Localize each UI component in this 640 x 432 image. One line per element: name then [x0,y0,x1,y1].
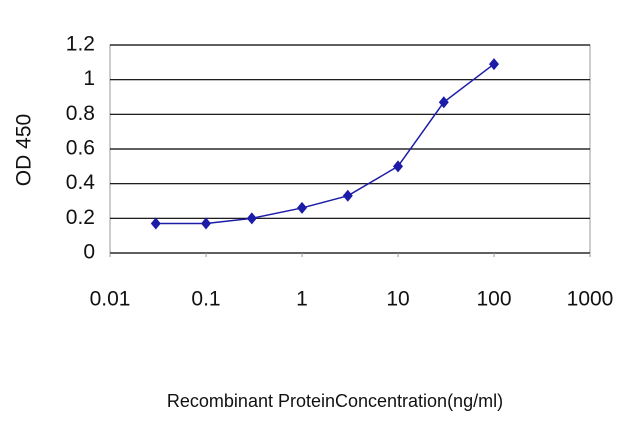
point [246,212,257,225]
point [342,189,353,202]
x-tick-label: 100 [476,288,511,311]
x-axis-label: Recombinant ProteinConcentration(ng/ml) [167,391,503,411]
series-line [155,63,495,225]
y-tick-label: 0 [83,241,95,264]
y-tick-label: 0.6 [66,137,95,160]
y-tick-label: 0.8 [66,102,95,125]
x-tick-label: 0.01 [90,288,131,311]
x-tick-label: 10 [386,288,409,311]
point [150,217,161,230]
y-tick-label: 1.2 [66,33,95,56]
y-tick-label: 0.4 [66,171,96,194]
x-tick-label: 1 [296,288,308,311]
x-tick-label: 0.1 [191,288,220,311]
y-tick-label: 1 [83,67,95,90]
x-tick-label: 1000 [567,288,614,311]
y-axis-label: OD 450 [13,114,36,186]
point [489,58,499,71]
point [393,160,403,173]
point [201,217,211,230]
y-tick-label: 0.2 [66,206,95,229]
point [297,201,307,214]
point [438,96,449,109]
